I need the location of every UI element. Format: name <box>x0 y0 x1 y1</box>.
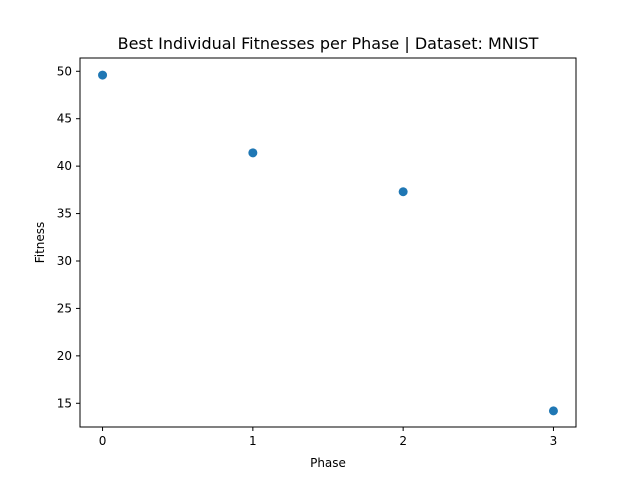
data-point <box>248 148 258 158</box>
x-tick-label: 1 <box>249 434 257 448</box>
x-tick-label: 0 <box>99 434 107 448</box>
y-tick-label: 35 <box>57 207 72 221</box>
y-tick-label: 45 <box>57 112 72 126</box>
y-tick-label: 50 <box>57 64 72 78</box>
y-tick-label: 30 <box>57 254 72 268</box>
x-axis-label: Phase <box>310 456 346 470</box>
data-point <box>98 70 108 80</box>
y-axis: 15 20 25 30 35 40 45 50 <box>57 64 80 410</box>
y-tick-label: 40 <box>57 159 72 173</box>
x-tick-label: 3 <box>550 434 558 448</box>
y-tick-label: 25 <box>57 301 72 315</box>
data-point <box>398 187 408 197</box>
data-points <box>98 70 558 416</box>
y-axis-label: Fitness <box>33 222 47 264</box>
y-tick-label: 20 <box>57 349 72 363</box>
chart-title: Best Individual Fitnesses per Phase | Da… <box>118 34 539 53</box>
plot-frame <box>79 57 577 428</box>
data-point <box>548 406 558 416</box>
x-axis: 0 1 2 3 <box>99 427 558 448</box>
y-tick-label: 15 <box>57 396 72 410</box>
x-tick-label: 2 <box>399 434 407 448</box>
